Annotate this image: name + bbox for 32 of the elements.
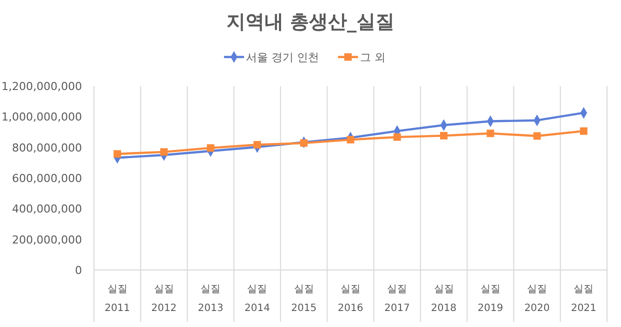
x-tick-label: 실질 2013 (198, 284, 224, 314)
point (440, 132, 448, 140)
y-tick-label: 400,000,000 (12, 202, 82, 216)
point (160, 148, 168, 156)
point (114, 150, 122, 158)
point (253, 140, 261, 148)
y-tick-label: 800,000,000 (12, 141, 82, 154)
x-tick-label: 실질 2021 (570, 284, 596, 314)
y-tick-label: 600,000,000 (12, 172, 82, 185)
y-tick-label: 200,000,000 (12, 233, 82, 246)
legend-label: 서울 경기 인천 (246, 51, 319, 64)
x-tick-label: 실질 2015 (291, 284, 317, 314)
point (206, 144, 214, 152)
x-tick-label: 실질 2014 (244, 284, 270, 314)
x-tick-label: 실질 2020 (524, 284, 550, 314)
point (533, 132, 541, 140)
x-tick-label: 실질 2012 (151, 284, 177, 314)
x-tick-label: 실질 2017 (384, 284, 410, 314)
legend-label: 그 외 (360, 51, 386, 64)
chart-title: 지역내 총생산_실질 (226, 11, 395, 33)
point (346, 136, 354, 144)
x-tick-label: 실질 2016 (338, 284, 364, 314)
x-tick-label: 실질 2011 (104, 284, 130, 314)
x-tick-label: 실질 2018 (431, 284, 456, 314)
point (486, 130, 494, 138)
y-tick-label: 1,200,000,000 (2, 80, 82, 93)
y-tick-label: 1,000,000,000 (2, 110, 82, 124)
point (393, 133, 401, 141)
point (300, 139, 308, 147)
point (580, 127, 588, 135)
y-tick-label: 0 (75, 264, 82, 277)
x-tick-label: 실질 2019 (478, 284, 504, 314)
